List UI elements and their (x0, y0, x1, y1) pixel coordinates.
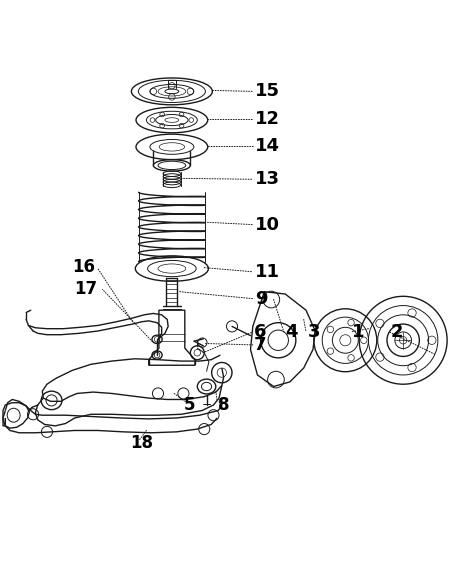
Text: 6: 6 (254, 323, 266, 341)
Text: 4: 4 (285, 323, 297, 341)
Text: 16: 16 (72, 258, 95, 276)
Text: 3: 3 (307, 323, 319, 341)
Text: 5: 5 (183, 396, 194, 414)
Text: 7: 7 (254, 336, 266, 354)
Text: 15: 15 (255, 82, 280, 101)
Text: 10: 10 (255, 216, 280, 233)
Text: 14: 14 (255, 137, 280, 155)
Text: 12: 12 (255, 110, 280, 128)
Text: 13: 13 (255, 171, 280, 188)
Text: 8: 8 (218, 396, 229, 414)
Text: 1: 1 (351, 323, 364, 341)
Text: 9: 9 (255, 290, 267, 308)
Text: 17: 17 (74, 280, 97, 298)
Text: 11: 11 (255, 263, 280, 281)
Text: 2: 2 (390, 323, 402, 341)
Text: 18: 18 (130, 434, 153, 452)
